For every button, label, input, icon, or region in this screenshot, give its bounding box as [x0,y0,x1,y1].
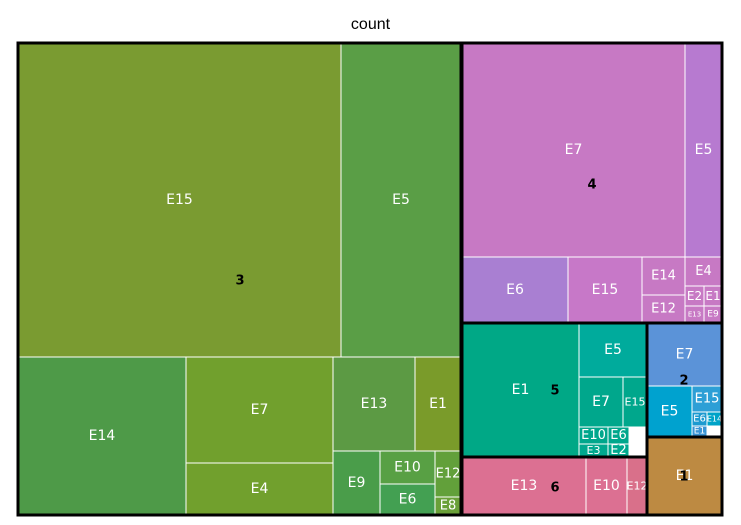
treemap-leaf-label: E7 [251,402,269,418]
treemap-leaf-label: E9 [707,310,719,320]
treemap-group-label: 2 [679,374,688,389]
treemap-leaf-label: E13 [688,311,701,319]
treemap-leaf-4-E12 [641,294,686,324]
treemap-leaf-4-E4 [684,256,723,287]
treemap-leaf-5-E5 [578,322,648,378]
treemap-leaf-label: E15 [695,392,720,407]
treemap-leaf-label: E10 [593,478,620,494]
treemap-leaf-label: E13 [361,396,388,412]
treemap-leaf-label: E15 [166,192,193,208]
treemap-leaf-4-E6 [461,256,569,324]
treemap-leaf-3-E4 [185,462,334,516]
treemap-leaf-label: E5 [392,192,410,208]
treemap-leaf-2-E5 [646,385,693,438]
treemap-leaf-label: E6 [399,492,417,508]
treemap-leaf-label: E14 [651,269,676,284]
treemap-leaf-label: E7 [676,347,694,363]
treemap-leaf-label: E2 [610,443,627,458]
treemap-leaf-label: E5 [661,404,679,420]
treemap-leaf-3-E10 [379,450,436,485]
treemap-leaf-label: E6 [506,282,524,298]
treemap-group-label: 5 [550,384,559,399]
treemap-leaf-label: E7 [565,142,583,158]
treemap-leaf-label: E5 [695,142,713,158]
treemap-leaf-label: E15 [625,396,646,409]
treemap-leaf-label: E12 [436,467,461,482]
treemap-leaf-label: E1 [429,396,447,412]
treemap-leaf-label: E1 [705,289,720,303]
treemap-outer-border [16,41,724,517]
treemap-group-6: E13 E10 E12 6 [460,455,649,517]
treemap-leaf-3-E9 [332,450,381,516]
treemap-leaf-3-E1 [414,356,462,452]
treemap-leaf-label: E5 [604,342,622,358]
treemap-leaf-label: E1 [512,382,530,398]
treemap-leaf-label: E12 [651,302,676,317]
treemap-leaf-label: E12 [627,480,648,493]
treemap-leaf-5-E15 [622,376,648,428]
treemap-group-label: 6 [550,481,559,496]
treemap-leaf-label: E3 [587,444,601,457]
treemap-leaf-label: E4 [251,481,269,497]
treemap-leaf-3-E13 [332,356,416,452]
treemap-leaf-label: E4 [695,264,712,279]
treemap-group-3: E15 E5 E14 E7 E4 E13 E1 E9 E10 E6 E12 E8 3 [16,41,463,517]
treemap-group-4: E7 E5 E6 E15 E14 E4 E12 E2 E1 E13 E9 4 [460,41,724,325]
treemap-leaf-label: E1 [676,468,694,484]
treemap-leaf-label: E8 [440,499,457,514]
treemap-leaf-4-E5 [684,42,723,258]
treemap-leaf-label: E1 [694,427,705,437]
treemap-leaf-4-E7 [461,42,686,258]
treemap-leaf-label: E15 [592,282,619,298]
treemap-leaf-label: E13 [511,478,538,494]
treemap-leaf-6-E13 [461,456,587,516]
treemap-group-label: 1 [679,470,688,485]
treemap-leaf-label: E7 [592,394,610,410]
chart-title: count [350,16,391,33]
treemap-leaf-3-E7 [185,356,334,464]
treemap-leaf-label: E6 [693,414,706,425]
treemap-leaf-3-E12 [434,450,462,498]
treemap-leaf-3-E5 [340,42,462,358]
treemap-leaf-label: E10 [394,460,421,476]
treemap-group-label: 4 [587,178,596,193]
treemap-leaf-label: E9 [348,475,366,491]
treemap-leaf-label: E2 [687,289,702,303]
treemap-leaf-label: E14 [707,415,722,424]
treemap-leaf-label: E10 [581,428,606,443]
treemap-leaf-label: E14 [89,428,116,444]
treemap-group-label: 3 [235,274,244,289]
treemap-group-1: E11 [645,435,724,517]
treemap-leaf-label: E6 [610,428,627,443]
treemap-group-5: E1 E5 E7 E15 E10 E6 E3 E2 5 [460,321,649,459]
